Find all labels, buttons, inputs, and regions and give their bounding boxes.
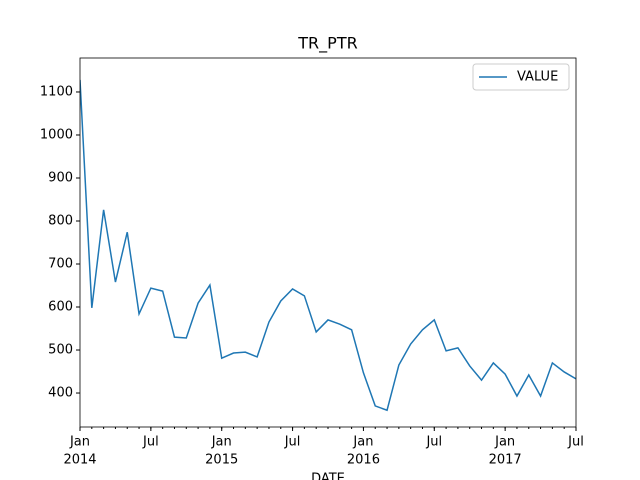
x-tick-year-label: 2016: [347, 453, 380, 468]
y-tick-label: 800: [48, 213, 73, 228]
x-tick-label: Jul: [142, 435, 159, 450]
y-tick-label: 600: [48, 300, 73, 315]
chart-title: TR_PTR: [297, 34, 357, 54]
x-tick-label: Jan: [352, 435, 373, 450]
x-tick-year-label: 2015: [205, 453, 238, 468]
x-tick-label: Jan: [69, 435, 90, 450]
y-tick-label: 900: [48, 170, 73, 185]
y-tick-label: 400: [48, 386, 73, 401]
plot-frame: [79, 57, 577, 428]
legend-box: [472, 63, 570, 91]
x-tick-year-label: 2017: [489, 453, 522, 468]
y-tick-label: 1000: [40, 127, 73, 142]
x-tick-label: Jul: [284, 435, 301, 450]
x-tick-label: Jan: [494, 435, 515, 450]
x-tick-label: Jan: [211, 435, 232, 450]
x-tick-label: Jul: [425, 435, 442, 450]
data-line: [80, 79, 576, 412]
y-tick-label: 500: [48, 343, 73, 358]
x-axis-label: DATE: [311, 472, 345, 480]
x-tick-year-label: 2014: [63, 453, 96, 468]
y-tick-label: 700: [48, 257, 73, 272]
x-tick-label: Jul: [567, 435, 584, 450]
y-tick-label: 1100: [40, 84, 73, 99]
legend-label: VALUE: [517, 70, 558, 85]
